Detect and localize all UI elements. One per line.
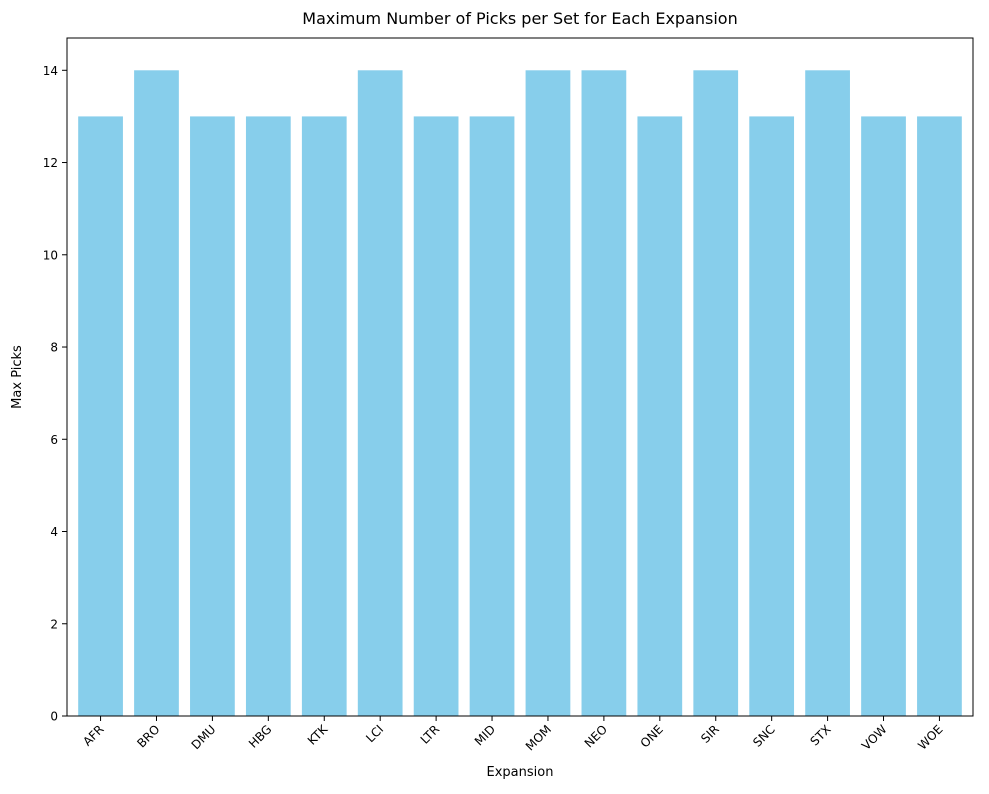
x-tick-label: AFR <box>80 722 106 748</box>
y-tick-label: 12 <box>43 156 58 170</box>
bar-lci <box>357 70 403 717</box>
bars-layer <box>78 70 962 717</box>
bar-sir <box>693 70 739 717</box>
bar-dmu <box>190 116 235 716</box>
bar-ltr <box>413 116 459 716</box>
x-tick-label: MID <box>472 722 498 748</box>
bar-snc <box>749 116 795 716</box>
y-tick-label: 14 <box>43 64 58 78</box>
x-tick-label: KTK <box>305 721 331 747</box>
x-tick-label: SNC <box>750 722 778 750</box>
bar-mid <box>469 116 515 716</box>
bar-one <box>637 116 683 716</box>
y-tick-label: 10 <box>43 248 58 262</box>
y-tick-label: 2 <box>50 617 58 631</box>
x-tick-label: BRO <box>134 722 162 750</box>
y-axis-ticks: 0 2 4 6 8 10 12 14 <box>43 64 67 724</box>
y-tick-label: 0 <box>50 710 58 724</box>
bar-bro <box>134 70 179 717</box>
bar-stx <box>805 70 850 717</box>
x-tick-label: LCI <box>363 722 386 745</box>
bar-ktk <box>301 116 347 716</box>
y-tick-label: 4 <box>50 525 58 539</box>
x-axis-label: Expansion <box>487 765 554 780</box>
bar-woe <box>917 116 962 716</box>
x-tick-label: SIR <box>698 722 722 746</box>
bar-neo <box>581 70 627 717</box>
plot-frame <box>66 37 974 717</box>
bar-mom <box>525 70 571 717</box>
x-tick-label: VOW <box>859 722 890 753</box>
x-tick-label: STX <box>807 722 833 748</box>
x-axis-ticks: AFR BRO DMU HBG KTK LCI LTR MID MOM NEO ONE SIR SNC S… <box>80 716 946 753</box>
y-tick-label: 8 <box>50 341 58 355</box>
x-tick-label: NEO <box>582 722 610 750</box>
x-tick-label: ONE <box>638 722 666 750</box>
y-tick-label: 6 <box>50 433 58 447</box>
chart-title: Maximum Number of Picks per Set for Each… <box>302 9 737 28</box>
bar-vow <box>861 116 906 716</box>
y-axis-label: Max Picks <box>10 345 25 409</box>
x-tick-label: WOE <box>915 722 945 752</box>
bar-afr <box>78 116 123 716</box>
x-tick-label: DMU <box>189 722 219 752</box>
x-tick-label: MOM <box>523 722 554 753</box>
x-tick-label: LTR <box>418 722 443 747</box>
bar-hbg <box>245 116 291 716</box>
x-tick-label: HBG <box>246 722 275 751</box>
